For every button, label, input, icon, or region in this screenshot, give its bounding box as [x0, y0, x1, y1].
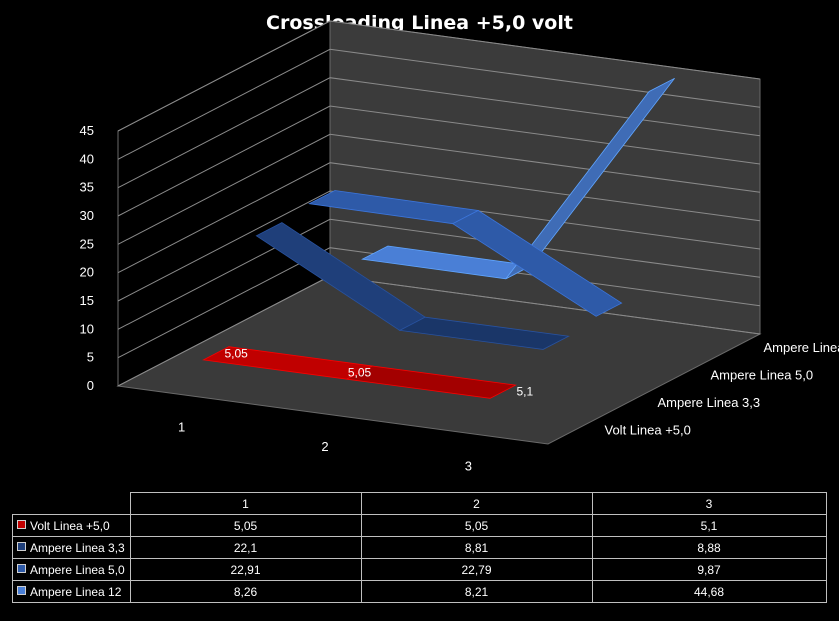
series-ribbon	[202, 346, 517, 399]
table-corner-cell	[12, 492, 131, 515]
data-label: 5,05	[348, 366, 372, 380]
x-tick-label: 3	[465, 458, 472, 473]
y-tick-label: 15	[80, 293, 94, 308]
table-row: Volt Linea +5,0 5,05 5,05 5,1	[12, 514, 827, 537]
gridline	[117, 20, 761, 132]
y-tick-label: 0	[87, 378, 94, 393]
table-row: Ampere Linea 12 8,26 8,21 44,68	[12, 580, 827, 603]
x-tick-label: 1	[178, 420, 185, 435]
table-cell: 22,91	[129, 558, 362, 581]
y-tick-label: 45	[80, 123, 94, 138]
series-ribbons	[202, 77, 675, 399]
series-name: Ampere Linea 12	[30, 584, 122, 599]
gridline	[117, 48, 761, 160]
gridline	[117, 190, 761, 302]
y-tick-label: 5	[87, 350, 94, 365]
series-ribbon	[308, 190, 623, 317]
table-cell: 9,87	[591, 558, 827, 581]
table-row-header: Ampere Linea 12	[12, 580, 131, 603]
ribbon-segment	[398, 316, 570, 350]
table-cell: 8,88	[591, 536, 827, 559]
legend-swatch	[17, 519, 26, 529]
y-tick-label: 30	[80, 208, 94, 223]
ribbon-segment	[505, 77, 675, 280]
y-tick-label: 10	[80, 321, 94, 336]
table-header-cell: 2	[360, 492, 593, 515]
depth-tick-label: Ampere Linea 12	[764, 340, 839, 355]
table-cell: 8,26	[129, 580, 362, 603]
series-name: Volt Linea +5,0	[30, 518, 110, 533]
table-cell: 8,21	[360, 580, 593, 603]
data-label: 5,05	[224, 346, 248, 360]
y-tick-label: 40	[80, 151, 94, 166]
table-cell: 22,1	[129, 536, 362, 559]
legend-swatch	[17, 585, 26, 595]
data-table: 1 2 3 Volt Linea +5,0 5,05 5,05 5,1 Ampe…	[12, 492, 827, 603]
y-axis-ticks: 0 5 10 15 20 25 30 35 40 45	[80, 123, 94, 393]
gridline	[117, 162, 761, 274]
table-header-row: 1 2 3	[12, 492, 827, 515]
table-cell: 5,05	[360, 514, 593, 537]
table-header-cell: 3	[591, 492, 827, 515]
series-name: Ampere Linea 3,3	[30, 540, 125, 555]
gridline	[117, 218, 761, 330]
table-row: Ampere Linea 3,3 22,1 8,81 8,88	[12, 536, 827, 559]
ribbon-segment	[345, 365, 517, 399]
table-row: Ampere Linea 5,0 22,91 22,79 9,87	[12, 558, 827, 581]
table-row-header: Ampere Linea 5,0	[12, 558, 131, 581]
depth-tick-label: Volt Linea +5,0	[605, 422, 691, 437]
table-cell: 22,79	[360, 558, 593, 581]
data-label: 5,1	[516, 385, 533, 399]
table-header-cell: 1	[129, 492, 362, 515]
depth-tick-label: Ampere Linea 5,0	[711, 367, 814, 382]
x-tick-label: 2	[321, 439, 328, 454]
depth-axis-ticks: Volt Linea +5,0 Ampere Linea 3,3 Ampere Li…	[605, 340, 839, 438]
y-tick-label: 25	[80, 236, 94, 251]
gridline	[117, 247, 761, 359]
legend-swatch	[17, 541, 26, 551]
gridline	[117, 77, 761, 189]
table-cell: 5,05	[129, 514, 362, 537]
x-axis-ticks: 1 2 3	[178, 420, 472, 474]
table-cell: 5,1	[591, 514, 827, 537]
gridline	[117, 133, 761, 245]
table-cell: 8,81	[360, 536, 593, 559]
depth-tick-label: Ampere Linea 3,3	[658, 395, 761, 410]
data-labels: 5,05 5,05 5,1	[224, 346, 533, 398]
table-row-header: Volt Linea +5,0	[12, 514, 131, 537]
ribbon-segment	[452, 210, 623, 317]
series-name: Ampere Linea 5,0	[30, 562, 125, 577]
table-cell: 44,68	[591, 580, 827, 603]
y-tick-label: 20	[80, 265, 94, 280]
chart-plot-area: 0 5 10 15 20 25 30 35 40 45 1 2 3 Volt Linea +5,0 Am…	[80, 20, 839, 474]
series-ribbon	[255, 222, 570, 350]
table-row-header: Ampere Linea 3,3	[12, 536, 131, 559]
y-tick-label: 35	[80, 180, 94, 195]
legend-swatch	[17, 563, 26, 573]
